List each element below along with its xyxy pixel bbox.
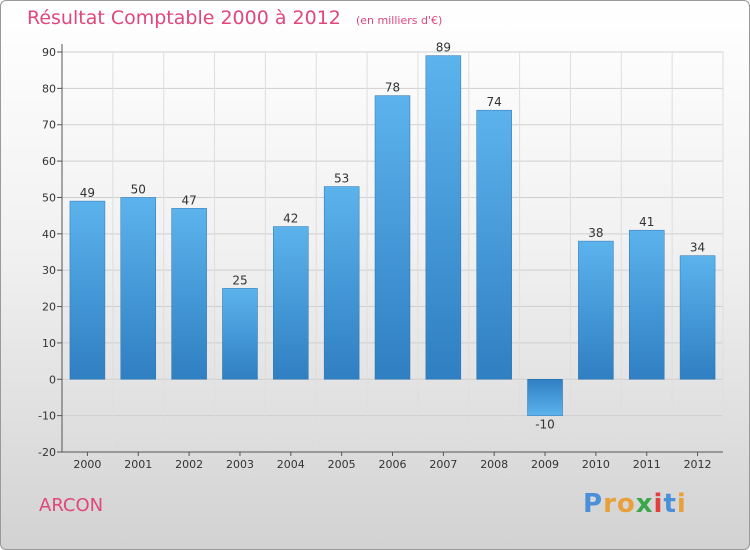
bar-2007	[425, 55, 462, 380]
x-tick-label: 2004	[277, 458, 305, 471]
value-label: -10	[535, 418, 555, 432]
brand-letter: o	[616, 489, 636, 519]
x-tick-label: 2007	[429, 458, 457, 471]
value-label: 38	[588, 226, 603, 240]
x-tick-label: 2005	[328, 458, 356, 471]
x-tick-label: 2003	[226, 458, 254, 471]
x-tick-label: 2008	[480, 458, 508, 471]
value-label: 74	[487, 95, 502, 109]
value-label: 78	[385, 81, 400, 95]
y-tick-label: 90	[42, 46, 56, 59]
title-text: Résultat Comptable 2000 à 2012	[27, 7, 341, 29]
y-tick-label: 60	[42, 155, 56, 168]
bar-2004	[273, 226, 309, 380]
value-label: 42	[283, 212, 298, 226]
value-label: 50	[131, 182, 146, 196]
x-tick-label: 2011	[633, 458, 661, 471]
y-tick-label: 80	[42, 82, 56, 95]
x-tick-label: 2001	[124, 458, 152, 471]
value-label: 47	[181, 193, 196, 207]
bar-2010	[578, 240, 614, 380]
value-label: 41	[639, 215, 654, 229]
value-label: 49	[80, 186, 95, 200]
y-tick-label: 50	[42, 191, 56, 204]
unit-note: (en milliers d'€)	[355, 14, 443, 27]
y-tick-label: 40	[42, 228, 56, 241]
y-tick-label: -20	[38, 446, 56, 459]
x-tick-label: 2010	[582, 458, 610, 471]
value-label: 89	[436, 41, 451, 55]
brand-letter: x	[635, 489, 654, 519]
bar-2003	[222, 288, 258, 380]
proxiti-logo: Proxiti	[583, 489, 687, 519]
brand-letter: i	[676, 489, 687, 519]
x-tick-label: 2006	[379, 458, 407, 471]
bar-2006	[374, 95, 411, 380]
x-tick-label: 2012	[684, 458, 712, 471]
y-tick-label: 30	[42, 264, 56, 277]
brand-letter: i	[653, 489, 664, 519]
bar-2009	[527, 379, 563, 416]
y-tick-label: 0	[49, 373, 56, 386]
commune-name: ARCON	[39, 495, 104, 516]
bar-2012	[679, 255, 716, 380]
x-tick-label: 2000	[73, 458, 101, 471]
y-tick-label: 70	[42, 119, 56, 132]
bar-2008	[476, 109, 512, 380]
y-tick-label: -10	[38, 410, 56, 423]
bar-2011	[628, 229, 665, 380]
x-tick-label: 2009	[531, 458, 559, 471]
chart-title: Résultat Comptable 2000 à 2012 (en milli…	[27, 7, 442, 29]
bar-2001	[120, 197, 157, 380]
brand-letter: r	[603, 489, 617, 519]
x-tick-label: 2002	[175, 458, 203, 471]
value-label: 34	[690, 241, 705, 255]
bar-2005	[323, 186, 360, 380]
y-tick-label: 10	[42, 337, 56, 350]
bar-2002	[171, 208, 207, 380]
value-label: 53	[334, 172, 349, 186]
y-tick-label: 20	[42, 301, 56, 314]
value-label: 25	[232, 273, 247, 287]
brand-letter: t	[663, 489, 677, 519]
brand-letter: P	[583, 489, 604, 519]
bar-2000	[69, 200, 106, 380]
